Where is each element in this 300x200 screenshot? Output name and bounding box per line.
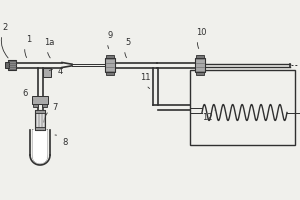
Text: 10: 10 bbox=[196, 28, 206, 49]
Text: 1a: 1a bbox=[44, 38, 54, 58]
Text: 5: 5 bbox=[125, 38, 130, 58]
Text: 11: 11 bbox=[140, 73, 151, 89]
Bar bbox=[32, 96, 48, 104]
Bar bbox=[35, 110, 45, 130]
Bar bbox=[105, 58, 115, 72]
Bar bbox=[190, 70, 295, 145]
Bar bbox=[35, 110, 45, 113]
Polygon shape bbox=[33, 130, 47, 163]
Bar bbox=[195, 58, 205, 72]
Text: 8: 8 bbox=[55, 135, 68, 147]
Bar bbox=[33, 104, 38, 107]
Text: 6: 6 bbox=[22, 89, 33, 100]
Text: 9: 9 bbox=[108, 31, 113, 49]
Bar bbox=[8, 60, 16, 70]
Bar bbox=[5, 62, 9, 68]
Bar bbox=[35, 127, 45, 130]
Bar bbox=[196, 72, 204, 75]
Text: 7: 7 bbox=[44, 103, 57, 122]
Text: 1: 1 bbox=[25, 35, 31, 58]
Bar bbox=[42, 104, 47, 107]
Text: 12: 12 bbox=[202, 110, 215, 122]
Bar bbox=[106, 55, 114, 58]
Bar bbox=[106, 72, 114, 75]
Bar bbox=[196, 55, 204, 58]
Text: 2: 2 bbox=[1, 23, 8, 58]
Text: 4: 4 bbox=[50, 67, 63, 76]
Bar bbox=[43, 68, 50, 77]
